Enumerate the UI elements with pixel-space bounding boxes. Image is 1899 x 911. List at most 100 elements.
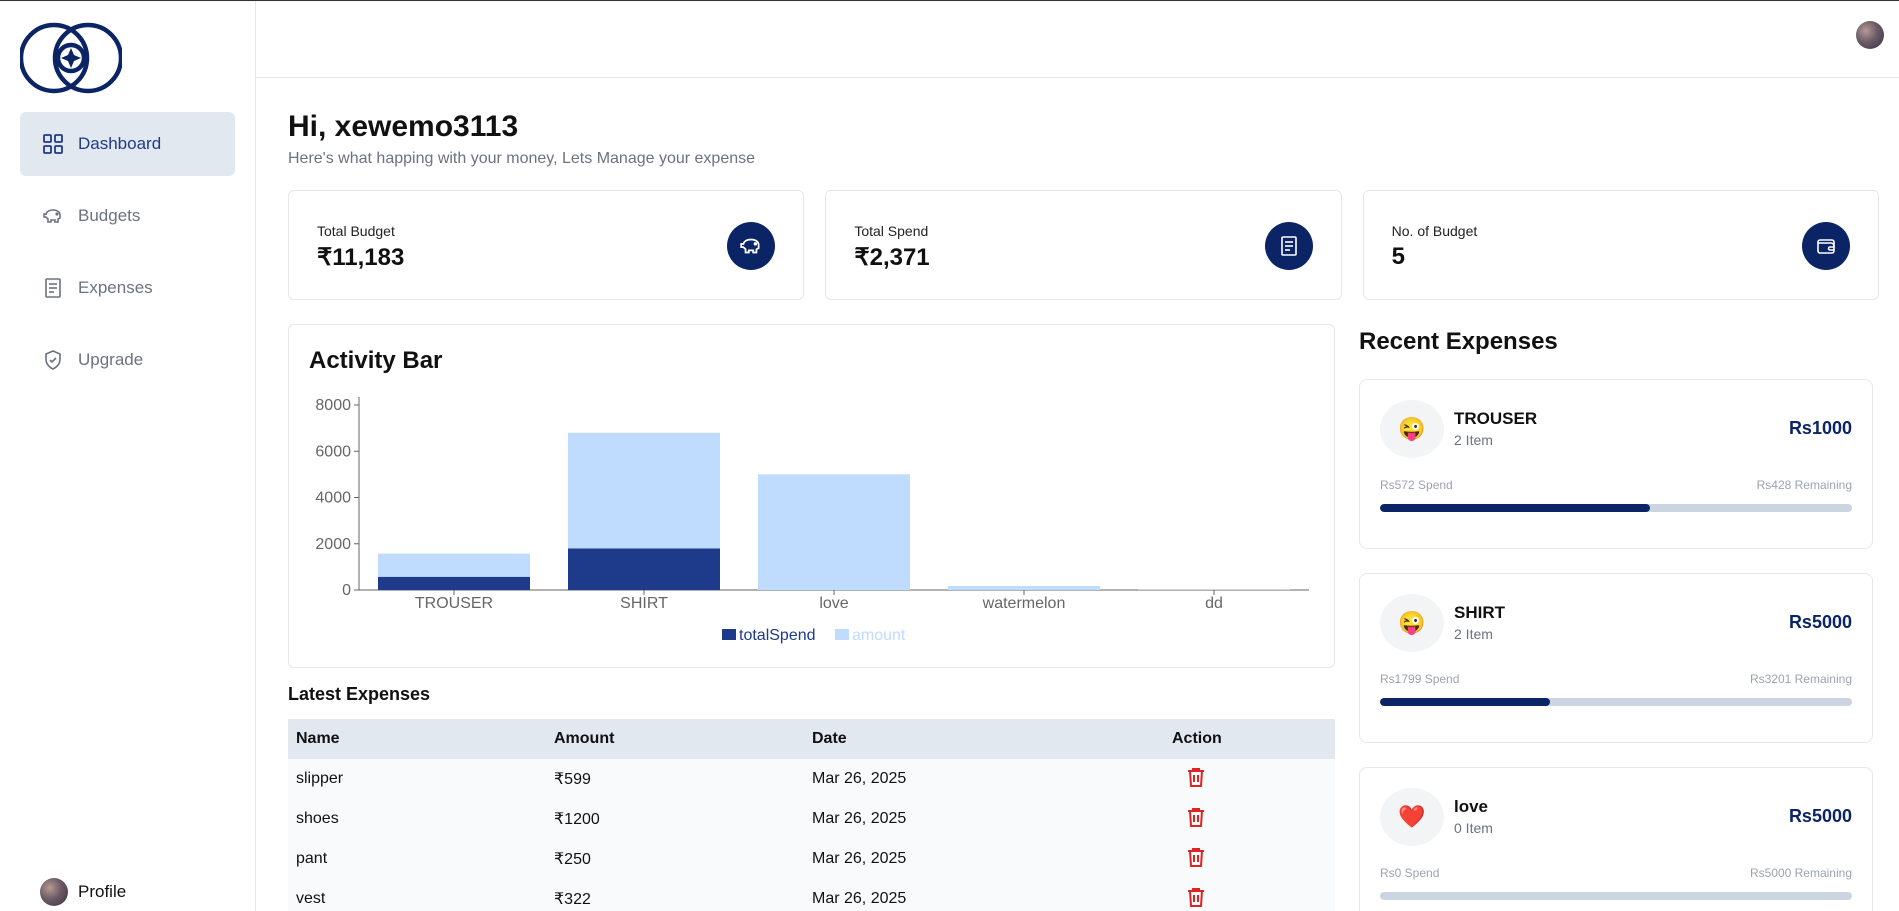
budget-spend: Rs0 Spend	[1380, 866, 1440, 880]
legend-swatch	[722, 629, 736, 640]
budget-name: love	[1454, 797, 1489, 816]
cell-date: Mar 26, 2025	[812, 890, 907, 907]
legend-swatch	[835, 629, 849, 640]
cell-action	[1164, 806, 1335, 833]
card-label: No. of Budget	[1391, 223, 1478, 239]
budget-card-trouser[interactable]: 😜 TROUSER 2 Item Rs1000 Rs572 Spend Rs42…	[1359, 379, 1873, 549]
x-tick-label: love	[819, 595, 848, 612]
trash-icon[interactable]	[1186, 766, 1206, 788]
budget-progress-bar	[1380, 892, 1852, 900]
table-row: vest ₹322 Mar 26, 2025	[288, 879, 1335, 911]
card-value: ₹2,371	[854, 244, 930, 271]
sidebar-item-label: Expenses	[78, 278, 153, 297]
budget-amount: Rs5000	[1788, 612, 1852, 632]
sidebar-item-upgrade[interactable]: Upgrade	[20, 328, 235, 392]
x-tick-label: SHIRT	[620, 595, 668, 612]
sidebar-item-expenses[interactable]: Expenses	[20, 256, 235, 320]
sidebar-item-dashboard[interactable]: Dashboard	[20, 112, 235, 176]
budget-progress-bar	[1380, 698, 1852, 706]
sidebar-item-budgets[interactable]: Budgets	[20, 184, 235, 248]
piggy-bank-icon	[42, 205, 64, 227]
user-avatar-button[interactable]	[1856, 21, 1884, 49]
top-header	[256, 1, 1899, 78]
bar-amount	[758, 474, 910, 590]
cell-name: shoes	[296, 810, 339, 827]
budget-item-count: 2 Item	[1454, 432, 1493, 448]
y-tick-label: 2000	[315, 536, 351, 553]
cell-date: Mar 26, 2025	[812, 850, 907, 867]
y-tick-label: 0	[342, 582, 351, 599]
card-label: Total Spend	[854, 223, 929, 239]
cell-date: Mar 26, 2025	[812, 770, 907, 787]
cell-amount: ₹599	[554, 771, 591, 788]
budget-emoji: 😜	[1380, 400, 1444, 458]
card-value: 5	[1391, 243, 1406, 270]
total-spend-card: Total Spend ₹2,371	[825, 190, 1342, 300]
avatar	[40, 878, 68, 906]
card-value: ₹11,183	[317, 244, 405, 271]
legend-label: amount	[852, 627, 906, 644]
x-tick-label: watermelon	[982, 595, 1066, 612]
cell-amount: ₹322	[554, 891, 591, 908]
activity-chart-card: Activity Bar 0 2000 4000 6000 8000 TROUSER SHI…	[288, 324, 1335, 668]
trash-icon[interactable]	[1186, 886, 1206, 908]
cell-action	[1164, 886, 1335, 911]
column-header-name: Name	[296, 730, 340, 747]
column-header-action: Action	[1172, 730, 1222, 747]
table-row: pant ₹250 Mar 26, 2025	[288, 839, 1335, 879]
bar-amount	[378, 553, 530, 577]
receipt-icon	[1264, 222, 1313, 270]
profile-link[interactable]: Profile	[40, 878, 126, 906]
cell-name: pant	[296, 850, 328, 867]
table-row: slipper ₹599 Mar 26, 2025	[288, 759, 1335, 799]
table-header: Name Amount Date Action	[288, 719, 1335, 759]
total-budget-card: Total Budget ₹11,183	[288, 190, 805, 300]
cell-name: vest	[296, 890, 326, 907]
budget-card-shirt[interactable]: 😜 SHIRT 2 Item Rs5000 Rs1799 Spend Rs320…	[1359, 573, 1873, 743]
budget-progress-fill	[1380, 698, 1550, 706]
trash-icon[interactable]	[1186, 806, 1206, 828]
cell-amount: ₹1200	[554, 811, 600, 828]
latest-expenses-title: Latest Expenses	[288, 684, 431, 704]
app-logo[interactable]	[18, 21, 124, 95]
budget-spend: Rs1799 Spend	[1380, 672, 1460, 686]
y-tick-label: 8000	[315, 397, 351, 414]
summary-cards: Total Budget ₹11,183 Total Spend ₹2,371 …	[288, 190, 1879, 300]
budget-name: SHIRT	[1454, 603, 1505, 622]
column-header-amount: Amount	[554, 730, 615, 747]
table-row: shoes ₹1200 Mar 26, 2025	[288, 799, 1335, 839]
chart-title: Activity Bar	[309, 347, 443, 374]
budget-name: TROUSER	[1454, 409, 1538, 428]
cell-name: slipper	[296, 770, 344, 787]
legend-label: totalSpend	[739, 627, 816, 644]
column-header-date: Date	[812, 730, 847, 747]
page-subtitle: Here's what happing with your money, Let…	[288, 150, 756, 167]
sidebar-nav: Dashboard Budgets Expenses Upgrade	[20, 112, 235, 400]
budget-remaining: Rs428 Remaining	[1756, 478, 1852, 492]
trash-icon[interactable]	[1186, 846, 1206, 868]
budget-amount: Rs5000	[1788, 806, 1852, 826]
bar-amount	[948, 586, 1100, 590]
card-label: Total Budget	[317, 223, 395, 239]
budget-count-card: No. of Budget 5	[1362, 190, 1879, 300]
sidebar-item-label: Upgrade	[78, 350, 144, 369]
latest-expenses-table: Name Amount Date Action slipper ₹599 Mar…	[288, 719, 1335, 911]
budget-card-love[interactable]: ❤️ love 0 Item Rs5000 Rs0 Spend Rs5000 R…	[1359, 767, 1873, 911]
budget-progress-bar	[1380, 504, 1852, 512]
shield-check-icon	[42, 349, 64, 371]
profile-label: Profile	[78, 882, 127, 901]
cell-date: Mar 26, 2025	[812, 810, 907, 827]
sidebar-item-label: Budgets	[78, 206, 141, 225]
x-tick-label: dd	[1205, 595, 1223, 612]
sidebar: Dashboard Budgets Expenses Upgrade Profi…	[0, 1, 256, 911]
budget-item-count: 0 Item	[1454, 820, 1493, 836]
recent-expenses-title: Recent Expenses	[1359, 328, 1558, 355]
y-tick-label: 6000	[315, 443, 351, 460]
budget-remaining: Rs3201 Remaining	[1749, 672, 1852, 686]
bar-totalSpend	[568, 548, 720, 590]
budget-emoji: 😜	[1380, 594, 1444, 652]
budget-item-count: 2 Item	[1454, 626, 1493, 642]
bar-totalSpend	[378, 576, 530, 590]
cell-action	[1164, 846, 1335, 873]
cell-amount: ₹250	[554, 851, 591, 868]
